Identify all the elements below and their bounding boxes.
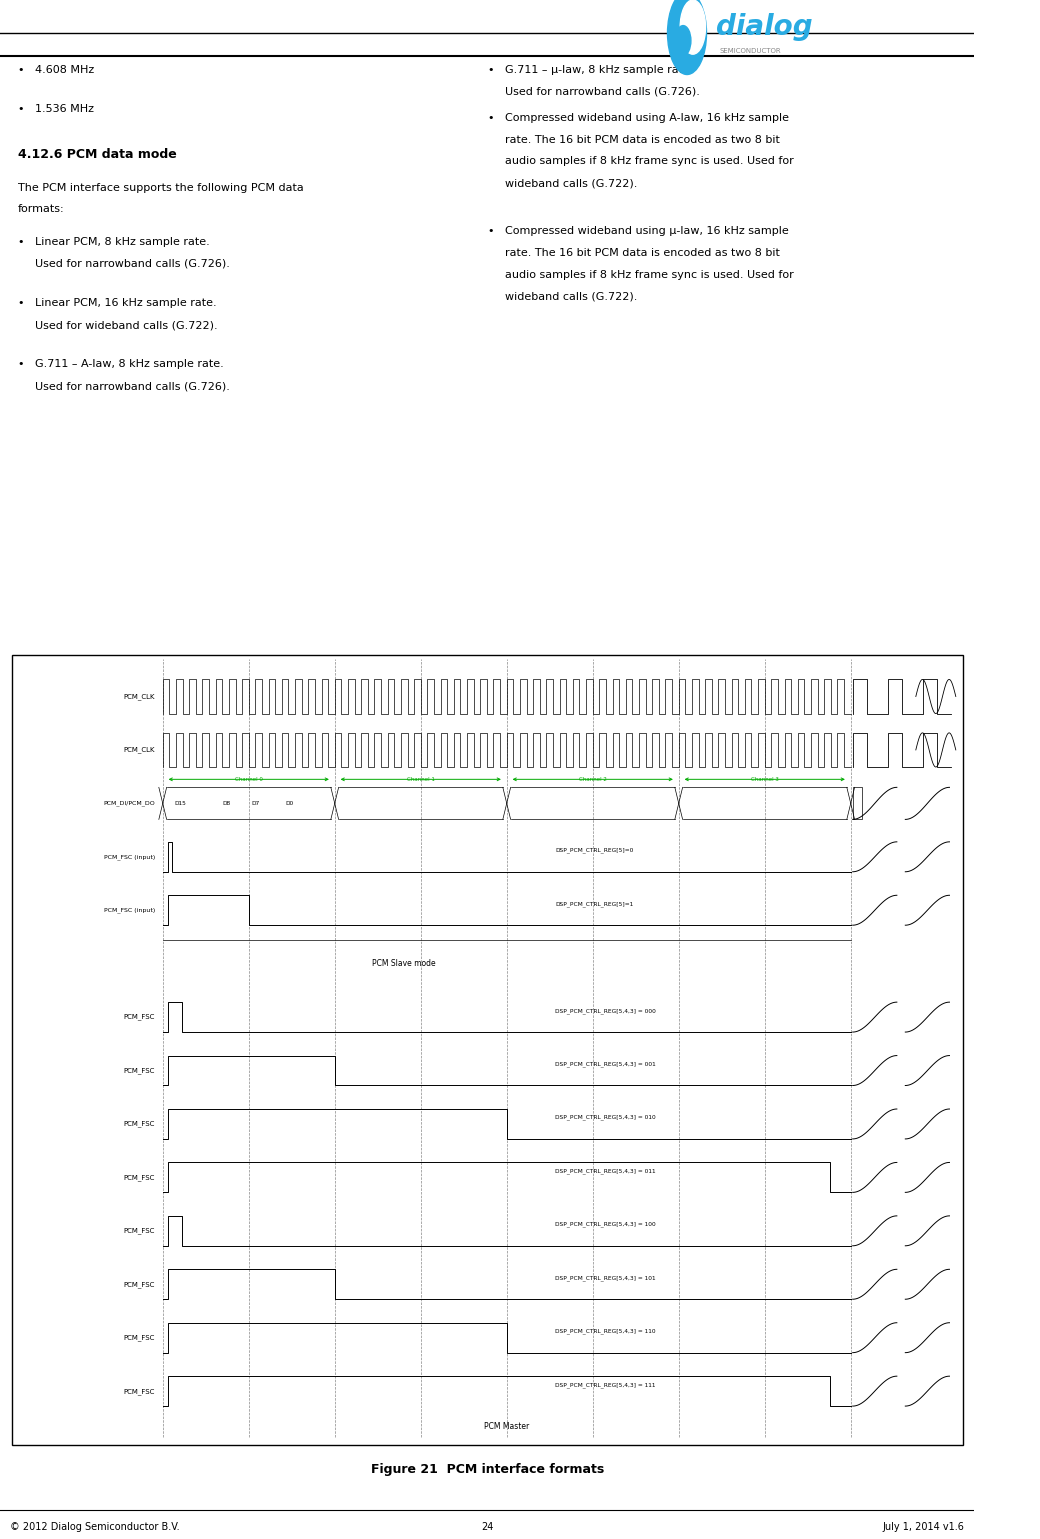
Text: D7: D7	[252, 800, 259, 806]
Text: wideband calls (G.722).: wideband calls (G.722).	[504, 292, 638, 302]
Text: Compressed wideband using μ-law, 16 kHz sample: Compressed wideband using μ-law, 16 kHz …	[504, 226, 788, 235]
Text: rate. The 16 bit PCM data is encoded as two 8 bit: rate. The 16 bit PCM data is encoded as …	[504, 134, 780, 145]
Text: DSP_PCM_CTRL_REG[5,4,3] = 100: DSP_PCM_CTRL_REG[5,4,3] = 100	[555, 1222, 655, 1227]
Text: PCM_FSC: PCM_FSC	[124, 1014, 155, 1020]
Text: •: •	[487, 65, 494, 75]
Text: Linear PCM, 16 kHz sample rate.: Linear PCM, 16 kHz sample rate.	[35, 299, 216, 308]
Text: Cordless Voice Module: Cordless Voice Module	[1003, 1117, 1012, 1231]
Text: PCM_FSC: PCM_FSC	[124, 1228, 155, 1234]
Text: D8: D8	[222, 800, 230, 806]
Text: DSP_PCM_CTRL_REG[5]=0: DSP_PCM_CTRL_REG[5]=0	[555, 848, 633, 853]
Text: PCM_FSC: PCM_FSC	[124, 1120, 155, 1128]
Text: D0: D0	[285, 800, 293, 806]
Text: SEMICONDUCTOR: SEMICONDUCTOR	[720, 48, 781, 54]
Text: DSP_PCM_CTRL_REG[5]=1: DSP_PCM_CTRL_REG[5]=1	[555, 900, 633, 906]
Text: PCM_DI/PCM_DO: PCM_DI/PCM_DO	[103, 800, 155, 806]
Text: Linear PCM, 8 kHz sample rate.: Linear PCM, 8 kHz sample rate.	[35, 237, 210, 248]
Text: DSP_PCM_CTRL_REG[5,4,3] = 110: DSP_PCM_CTRL_REG[5,4,3] = 110	[555, 1328, 655, 1334]
Ellipse shape	[675, 26, 691, 55]
Text: PCM_FSC: PCM_FSC	[124, 1334, 155, 1340]
Text: Used for narrowband calls (G.726).: Used for narrowband calls (G.726).	[35, 382, 230, 391]
Text: dialog: dialog	[717, 14, 813, 42]
Text: PCM_CLK: PCM_CLK	[124, 693, 155, 700]
Text: audio samples if 8 kHz frame sync is used. Used for: audio samples if 8 kHz frame sync is use…	[504, 269, 794, 280]
Ellipse shape	[680, 0, 705, 54]
Text: 1.536 MHz: 1.536 MHz	[35, 105, 94, 114]
Text: July 1, 2014 v1.6: July 1, 2014 v1.6	[883, 1522, 965, 1533]
Text: DSP_PCM_CTRL_REG[5,4,3] = 011: DSP_PCM_CTRL_REG[5,4,3] = 011	[555, 1168, 655, 1174]
Text: PCM Master: PCM Master	[484, 1422, 529, 1431]
Text: •: •	[18, 299, 24, 308]
Text: •: •	[18, 359, 24, 369]
Ellipse shape	[668, 0, 706, 74]
Text: Channel 3: Channel 3	[751, 777, 779, 782]
Text: wideband calls (G.722).: wideband calls (G.722).	[504, 179, 638, 188]
Bar	[11, 654, 963, 1445]
Text: Channel 0: Channel 0	[235, 777, 263, 782]
Text: PCM_FSC (input): PCM_FSC (input)	[104, 854, 155, 860]
Text: PCM Slave mode: PCM Slave mode	[371, 959, 436, 968]
Text: G.711 – A-law, 8 kHz sample rate.: G.711 – A-law, 8 kHz sample rate.	[35, 359, 224, 369]
Text: •: •	[18, 105, 24, 114]
Text: •: •	[487, 112, 494, 123]
Text: Figure 21  PCM interface formats: Figure 21 PCM interface formats	[370, 1464, 604, 1476]
Text: Compressed wideband using A-law, 16 kHz sample: Compressed wideband using A-law, 16 kHz …	[504, 112, 788, 123]
Text: D15: D15	[175, 800, 186, 806]
Text: Channel 2: Channel 2	[579, 777, 606, 782]
Text: rate. The 16 bit PCM data is encoded as two 8 bit: rate. The 16 bit PCM data is encoded as …	[504, 248, 780, 259]
Text: •: •	[487, 226, 494, 235]
Text: Used for narrowband calls (G.726).: Used for narrowband calls (G.726).	[504, 86, 700, 97]
Text: DSP_PCM_CTRL_REG[5,4,3] = 010: DSP_PCM_CTRL_REG[5,4,3] = 010	[555, 1114, 655, 1120]
Text: The PCM interface supports the following PCM data: The PCM interface supports the following…	[18, 183, 304, 192]
Text: Channel 1: Channel 1	[407, 777, 435, 782]
Text: © 2012 Dialog Semiconductor B.V.: © 2012 Dialog Semiconductor B.V.	[9, 1522, 179, 1533]
Text: •: •	[18, 65, 24, 75]
Text: PCM_FSC (input): PCM_FSC (input)	[104, 908, 155, 913]
Text: 24: 24	[482, 1522, 493, 1533]
Text: DSP_PCM_CTRL_REG[5,4,3] = 000: DSP_PCM_CTRL_REG[5,4,3] = 000	[555, 1008, 656, 1014]
Text: PCM_FSC: PCM_FSC	[124, 1388, 155, 1394]
Text: PCM_FSC: PCM_FSC	[124, 1280, 155, 1288]
Text: 4.12.6 PCM data mode: 4.12.6 PCM data mode	[18, 148, 177, 160]
Text: SC14CVMDECT SF: SC14CVMDECT SF	[1003, 286, 1012, 377]
Text: DSP_PCM_CTRL_REG[5,4,3] = 101: DSP_PCM_CTRL_REG[5,4,3] = 101	[555, 1274, 655, 1280]
Bar	[853, 788, 862, 819]
Text: Used for wideband calls (G.722).: Used for wideband calls (G.722).	[35, 320, 217, 329]
Text: PCM_FSC: PCM_FSC	[124, 1067, 155, 1074]
Text: PCM_CLK: PCM_CLK	[124, 746, 155, 753]
Text: •: •	[18, 237, 24, 248]
Text: G.711 – μ-law, 8 kHz sample rate.: G.711 – μ-law, 8 kHz sample rate.	[504, 65, 694, 75]
Text: DSP_PCM_CTRL_REG[5,4,3] = 001: DSP_PCM_CTRL_REG[5,4,3] = 001	[555, 1062, 655, 1067]
Text: formats:: formats:	[18, 205, 64, 214]
Text: PCM_FSC: PCM_FSC	[124, 1174, 155, 1180]
Text: DSP_PCM_CTRL_REG[5,4,3] = 111: DSP_PCM_CTRL_REG[5,4,3] = 111	[555, 1382, 655, 1388]
Text: Used for narrowband calls (G.726).: Used for narrowband calls (G.726).	[35, 259, 230, 269]
Text: audio samples if 8 kHz frame sync is used. Used for: audio samples if 8 kHz frame sync is use…	[504, 157, 794, 166]
Text: 4.608 MHz: 4.608 MHz	[35, 65, 95, 75]
